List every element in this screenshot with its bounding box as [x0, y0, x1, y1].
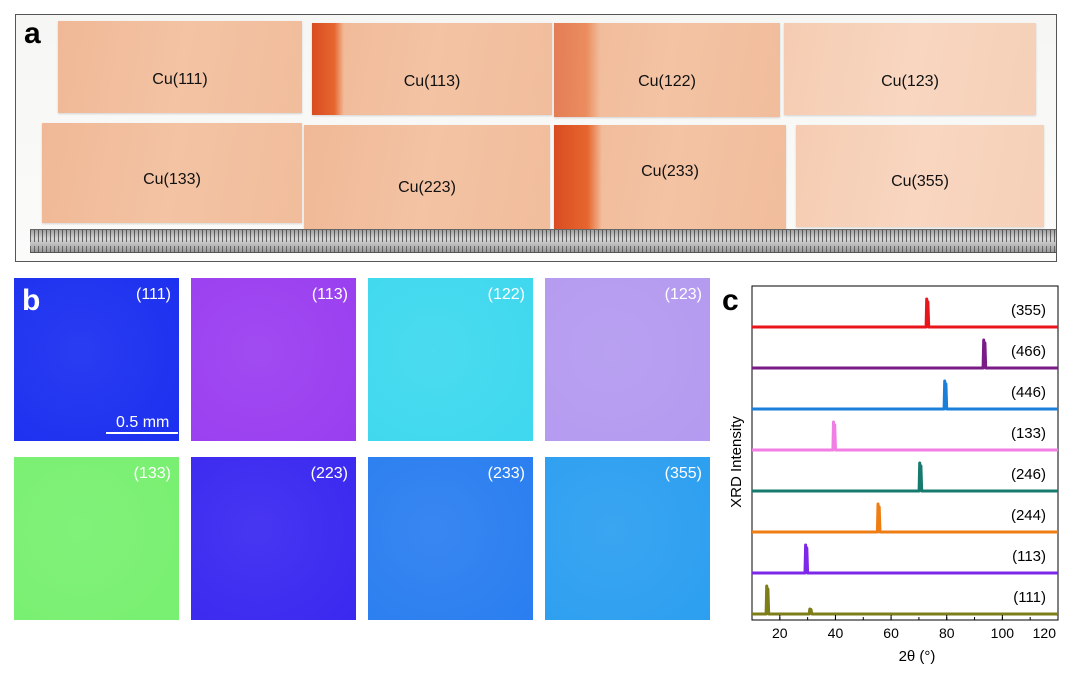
- oxidized-region: [554, 125, 602, 229]
- xrd-series-line: [752, 502, 1058, 534]
- ruler: [30, 229, 1056, 253]
- xrd-series-line: [752, 584, 1058, 616]
- x-tick-label: 60: [883, 625, 899, 641]
- x-tick-label: 40: [828, 625, 844, 641]
- foil-cu123: Cu(123): [784, 23, 1036, 115]
- ruler-ticks: [30, 230, 1056, 242]
- foil-label: Cu(223): [398, 179, 456, 196]
- oxidized-region: [554, 23, 600, 117]
- x-axis-label: 2θ (°): [899, 648, 936, 665]
- series-label: (113): [1012, 548, 1046, 565]
- xrd-series-line: [752, 461, 1058, 493]
- foil-label: Cu(111): [152, 71, 208, 88]
- series-layer: (355) (466) (446) (133) (246) (244) (113) (111): [752, 297, 1058, 616]
- xrd-series-line: [752, 338, 1058, 370]
- panel-letter-a: a: [24, 17, 41, 50]
- foil-label: Cu(113): [403, 73, 461, 90]
- oxidized-region: [312, 23, 344, 115]
- x-tick-label: 120: [1033, 625, 1057, 641]
- x-axis: 20 40 60 80 100 120: [751, 615, 1059, 641]
- tile-233: (233): [368, 457, 533, 620]
- foil-cu223: Cu(223): [304, 125, 550, 229]
- panel-a-photo: Cu(111) Cu(113) Cu(122) Cu(123) Cu(133) …: [15, 14, 1057, 262]
- foil-cu111: Cu(111): [58, 21, 302, 113]
- series-label: (446): [1011, 384, 1046, 401]
- tile-111: (111) 0.5 mm: [14, 278, 179, 441]
- y-axis-label: XRD Intensity: [728, 416, 745, 508]
- foil-label: Cu(355): [891, 173, 949, 190]
- tile-223: (223): [191, 457, 356, 620]
- panel-letter-c: c: [722, 284, 739, 317]
- series-label: (244): [1011, 507, 1046, 524]
- tile-label: (111): [136, 286, 171, 303]
- x-tick-label: 80: [939, 625, 955, 641]
- x-tick-label: 100: [991, 625, 1015, 641]
- tile-label: (133): [133, 465, 171, 482]
- foil-label: Cu(233): [641, 163, 699, 180]
- foil-label: Cu(122): [638, 73, 696, 90]
- x-tick-label: 20: [772, 625, 788, 641]
- foil-cu122: Cu(122): [554, 23, 780, 117]
- foil-label: Cu(123): [881, 73, 939, 90]
- xrd-series-line: [752, 297, 1058, 329]
- tile-133: (133): [14, 457, 179, 620]
- foil-cu133: Cu(133): [42, 123, 302, 223]
- xrd-series-line: [752, 420, 1058, 452]
- xrd-series-line: [752, 379, 1058, 411]
- tile-label: (233): [487, 465, 525, 482]
- tile-122: (122): [368, 278, 533, 441]
- series-label: (111): [1013, 589, 1046, 606]
- plot-frame: [751, 285, 1059, 621]
- foil-cu233: Cu(233): [554, 125, 786, 229]
- tile-355: (355): [545, 457, 710, 620]
- tile-123: (123): [545, 278, 710, 441]
- xrd-series-line: [752, 543, 1058, 575]
- series-label: (246): [1011, 466, 1046, 483]
- tile-label: (355): [664, 465, 702, 482]
- tile-label: (113): [311, 286, 348, 303]
- scale-bar-label: 0.5 mm: [116, 414, 170, 431]
- ruler-ticks: [30, 246, 1056, 252]
- tile-label: (223): [310, 465, 348, 482]
- tile-label: (122): [487, 286, 525, 303]
- foil-label: Cu(133): [143, 171, 201, 188]
- series-label: (466): [1011, 343, 1046, 360]
- series-label: (355): [1011, 302, 1046, 319]
- tile-label: (123): [664, 286, 702, 303]
- tile-113: (113): [191, 278, 356, 441]
- scale-bar: [106, 432, 178, 434]
- panel-letter-b: b: [22, 284, 41, 317]
- series-label: (133): [1011, 425, 1046, 442]
- foil-cu355: Cu(355): [796, 125, 1044, 227]
- foil-cu113: Cu(113): [312, 23, 552, 115]
